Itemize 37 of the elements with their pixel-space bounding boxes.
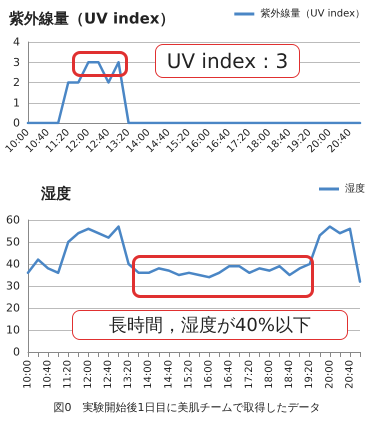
x-tick-label: 14:00: [143, 360, 154, 389]
callout-box: 長時間，湿度が40%以下: [72, 310, 348, 340]
x-tick-label: 16:00: [204, 360, 215, 389]
x-tick-label: 15:20: [183, 360, 194, 389]
legend-label: 紫外線量（UV index）: [260, 8, 366, 20]
x-tick-label: 18:40: [284, 360, 296, 389]
x-tick-label: 17:20: [244, 360, 255, 389]
legend-label: 湿度: [345, 182, 365, 194]
x-tick-label: 20:40: [344, 360, 356, 389]
x-tick-label: 16:40: [224, 360, 235, 389]
x-tick-label: 11:20: [62, 360, 74, 389]
y-tick-label: 60: [6, 214, 20, 226]
x-tick-label: 12:00: [82, 360, 94, 389]
y-tick-label: 4: [13, 36, 20, 48]
y-tick-label: 50: [6, 236, 20, 248]
y-tick-label: 40: [6, 258, 20, 270]
y-tick-label: 30: [6, 280, 20, 292]
x-tick-label: 14:40: [163, 360, 174, 389]
y-tick-label: 2: [13, 76, 20, 89]
y-tick-label: 1: [13, 96, 20, 110]
x-tick-label: 18:00: [264, 360, 275, 389]
x-tick-label: 20:00: [324, 360, 336, 389]
y-tick-label: 0: [13, 346, 20, 358]
x-tick-label: 10:40: [42, 360, 54, 389]
y-tick-label: 3: [13, 56, 20, 69]
y-tick-label: 20: [6, 302, 20, 314]
callout-box: UV index : 3: [155, 44, 300, 78]
caption: 図0 実験開始後1日目に美肌チームで取得したデータ: [52, 400, 322, 415]
x-tick-label: 13:20: [123, 360, 134, 389]
chart-title: 紫外線量（UV index）: [8, 10, 174, 28]
y-tick-label: 0: [13, 116, 20, 130]
chart-title: 湿度: [40, 184, 71, 202]
x-tick-label: 10:00: [22, 360, 34, 389]
x-tick-label: 19:20: [304, 360, 316, 389]
x-tick-label: 12:40: [102, 360, 114, 389]
line-series: [26, 225, 362, 283]
y-tick-label: 10: [6, 324, 20, 336]
